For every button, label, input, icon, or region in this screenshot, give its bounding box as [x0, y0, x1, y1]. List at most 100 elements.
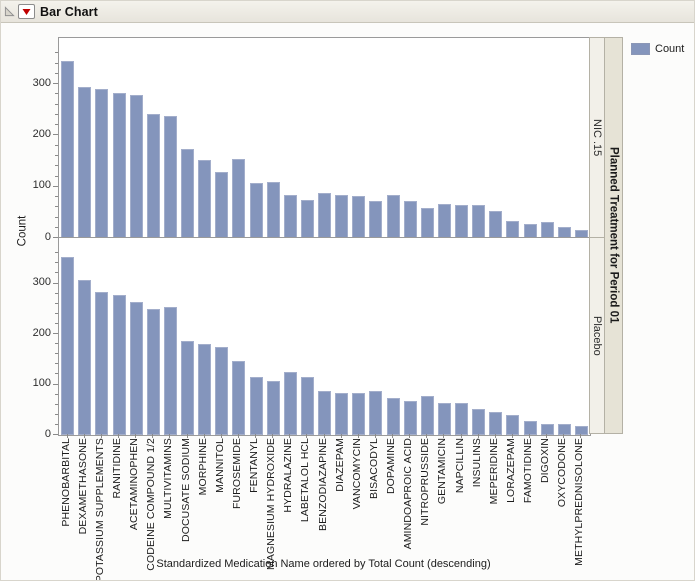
- bar[interactable]: [163, 116, 177, 238]
- bar[interactable]: [129, 302, 143, 435]
- bar[interactable]: [489, 211, 503, 238]
- bar[interactable]: [181, 341, 194, 435]
- bar[interactable]: [163, 307, 177, 435]
- x-category-label: FENTANYL: [248, 438, 260, 493]
- panel-label-placebo: Placebo: [591, 315, 603, 356]
- bar[interactable]: [95, 89, 109, 238]
- bar[interactable]: [112, 295, 126, 435]
- bar[interactable]: [540, 222, 554, 238]
- bar[interactable]: [95, 292, 109, 435]
- y-minor-tick: [55, 154, 58, 156]
- bar[interactable]: [78, 87, 92, 238]
- bar[interactable]: [472, 205, 486, 238]
- x-axis-title: Standardized Medication Name ordered by …: [156, 558, 491, 570]
- x-tick: [340, 434, 342, 438]
- bar[interactable]: [386, 398, 400, 435]
- bar[interactable]: [403, 401, 417, 435]
- bar[interactable]: [557, 424, 571, 435]
- x-tick: [306, 434, 308, 438]
- bar[interactable]: [420, 396, 434, 435]
- y-tick-label: 200: [32, 127, 51, 140]
- bar[interactable]: [318, 391, 331, 435]
- bar[interactable]: [455, 205, 468, 238]
- red-triangle-menu-icon[interactable]: [18, 4, 35, 19]
- bar[interactable]: [489, 412, 503, 435]
- y-tick-label: 300: [32, 276, 51, 288]
- bar[interactable]: [232, 361, 246, 435]
- legend-count-swatch[interactable]: [631, 43, 650, 55]
- legend: Count: [631, 43, 684, 55]
- bar[interactable]: [386, 195, 400, 238]
- disclosure-triangle-icon[interactable]: [4, 6, 15, 17]
- bar[interactable]: [523, 224, 537, 238]
- y-tick-label: 0: [44, 230, 51, 243]
- panel-placebo: [58, 237, 591, 436]
- y-minor-tick: [55, 175, 58, 177]
- bar[interactable]: [232, 159, 246, 238]
- x-tick: [100, 434, 102, 438]
- bar[interactable]: [61, 61, 75, 238]
- bar[interactable]: [249, 377, 263, 435]
- bar[interactable]: [266, 182, 280, 238]
- y-minor-tick: [55, 413, 58, 415]
- x-category-label: HYDRALAZINE: [282, 438, 295, 513]
- bar[interactable]: [352, 196, 366, 238]
- y-major-tick: [53, 83, 58, 85]
- panel-strip-nic15: NIC .15: [589, 37, 605, 238]
- bar[interactable]: [300, 377, 314, 435]
- y-minor-tick: [55, 322, 58, 324]
- bar[interactable]: [78, 280, 92, 435]
- x-category-label: LORAZEPAM: [504, 438, 517, 503]
- bar[interactable]: [129, 95, 143, 238]
- y-minor-tick: [55, 343, 58, 345]
- bar[interactable]: [266, 381, 280, 435]
- x-category-label: MULTIVITAMINS: [162, 438, 175, 519]
- bar[interactable]: [369, 391, 383, 435]
- bar[interactable]: [335, 393, 349, 435]
- y-minor-tick: [55, 113, 58, 115]
- y-major-tick: [53, 237, 58, 238]
- bar[interactable]: [437, 403, 451, 435]
- x-tick: [511, 434, 513, 438]
- x-category-label: MAGNESIUM HYDROXIDE: [265, 438, 278, 570]
- bar[interactable]: [198, 344, 212, 435]
- bar[interactable]: [506, 415, 520, 435]
- x-tick: [460, 434, 462, 438]
- bar[interactable]: [249, 183, 263, 238]
- bar[interactable]: [335, 195, 349, 238]
- bar[interactable]: [112, 93, 126, 238]
- bar[interactable]: [146, 114, 160, 238]
- bar[interactable]: [472, 409, 486, 435]
- x-tick: [392, 434, 393, 438]
- bar[interactable]: [61, 257, 75, 435]
- y-major-tick: [53, 434, 58, 435]
- bar[interactable]: [146, 309, 160, 435]
- bar[interactable]: [506, 221, 520, 238]
- bar[interactable]: [540, 424, 554, 435]
- bar[interactable]: [318, 193, 331, 238]
- bar[interactable]: [283, 195, 297, 238]
- x-tick: [580, 434, 582, 438]
- bar[interactable]: [420, 208, 434, 238]
- x-category-label: VANCOMYCIN: [350, 438, 363, 510]
- bar[interactable]: [300, 200, 314, 238]
- bar[interactable]: [215, 347, 229, 435]
- bar[interactable]: [181, 149, 194, 238]
- y-minor-tick: [55, 144, 58, 146]
- y-minor-tick: [55, 403, 58, 405]
- x-tick: [426, 434, 428, 438]
- bar[interactable]: [437, 204, 451, 238]
- bar[interactable]: [403, 201, 417, 238]
- y-tick-label: 200: [32, 326, 51, 339]
- bar[interactable]: [455, 403, 468, 435]
- bar[interactable]: [198, 160, 212, 238]
- panel-variable-label: Planned Treatment for Period 01: [607, 147, 620, 324]
- bar[interactable]: [352, 393, 366, 435]
- y-minor-tick: [55, 423, 58, 425]
- bar[interactable]: [283, 372, 297, 435]
- bar[interactable]: [369, 201, 383, 238]
- bar[interactable]: [574, 426, 588, 435]
- x-category-label: METHYLPREDNISOLONE: [573, 438, 586, 566]
- bar[interactable]: [523, 421, 537, 435]
- bar[interactable]: [215, 172, 229, 238]
